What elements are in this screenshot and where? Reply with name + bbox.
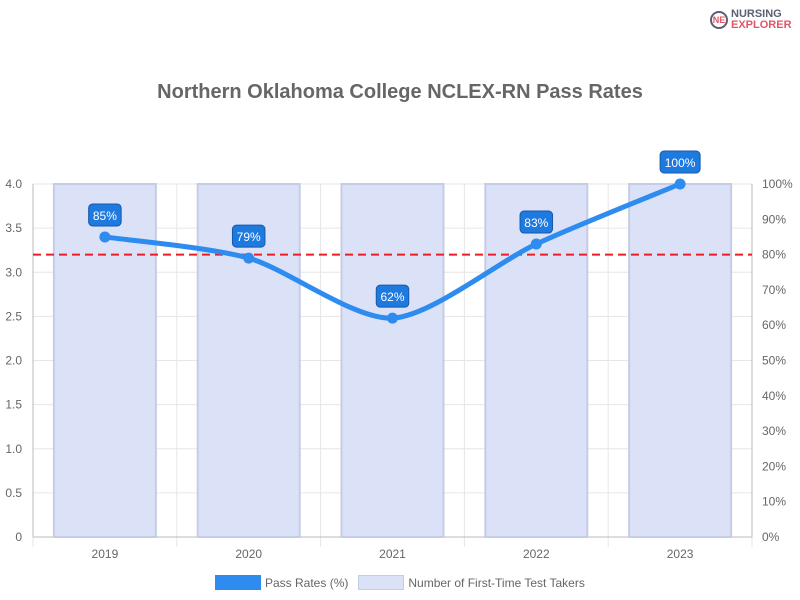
right-tick-label: 10% bbox=[762, 495, 786, 509]
x-tick-label: 2019 bbox=[92, 547, 119, 561]
right-tick-label: 30% bbox=[762, 424, 786, 438]
data-label-box bbox=[88, 203, 122, 227]
nursing-explorer-logo: NE NURSING EXPLORER bbox=[710, 9, 792, 31]
data-label: 79% bbox=[237, 230, 261, 244]
pass-rate-point bbox=[674, 178, 686, 190]
logo-icon: NE bbox=[710, 11, 728, 29]
pass-rate-point bbox=[243, 252, 255, 264]
logo-line1: NURSING bbox=[731, 8, 782, 20]
pass-rate-point bbox=[530, 238, 542, 250]
chart-title: Northern Oklahoma College NCLEX-RN Pass … bbox=[157, 81, 643, 103]
data-label: 100% bbox=[665, 156, 696, 170]
right-tick-label: 0% bbox=[762, 530, 780, 544]
left-tick-label: 3.0 bbox=[5, 265, 22, 279]
legend-label-test-takers[interactable]: Number of First-Time Test Takers bbox=[408, 575, 585, 590]
right-tick-label: 50% bbox=[762, 354, 786, 368]
left-tick-label: 1.0 bbox=[5, 442, 22, 456]
x-tick-label: 2023 bbox=[667, 547, 694, 561]
left-tick-label: 3.5 bbox=[5, 221, 22, 235]
pass-rate-point bbox=[99, 231, 111, 243]
left-tick-label: 2.0 bbox=[5, 354, 22, 368]
data-label-box bbox=[231, 224, 266, 248]
right-tick-label: 70% bbox=[762, 283, 786, 297]
left-tick-label: 2.5 bbox=[5, 309, 22, 323]
legend-swatch-pass-rates[interactable] bbox=[215, 575, 261, 590]
legend-label-pass-rates[interactable]: Pass Rates (%) bbox=[265, 575, 349, 590]
right-tick-label: 80% bbox=[762, 248, 786, 262]
data-label: 85% bbox=[93, 209, 117, 223]
legend: Pass Rates (%) Number of First-Time Test… bbox=[215, 575, 585, 590]
right-tick-label: 100% bbox=[762, 177, 793, 191]
data-label-box bbox=[659, 150, 701, 174]
left-tick-label: 0 bbox=[15, 530, 22, 544]
x-tick-label: 2020 bbox=[235, 547, 262, 561]
right-tick-label: 90% bbox=[762, 212, 786, 226]
bar-test-takers bbox=[484, 183, 589, 538]
legend-swatch-test-takers[interactable] bbox=[358, 575, 405, 590]
data-label: 83% bbox=[524, 216, 548, 230]
left-tick-label: 4.0 bbox=[5, 177, 22, 191]
right-tick-label: 60% bbox=[762, 318, 786, 332]
right-tick-label: 20% bbox=[762, 459, 786, 473]
x-tick-label: 2022 bbox=[523, 547, 550, 561]
left-tick-label: 0.5 bbox=[5, 486, 22, 500]
pass-rate-point bbox=[387, 312, 398, 324]
bar-test-takers bbox=[340, 183, 445, 538]
data-label-box bbox=[519, 210, 554, 234]
left-tick-label: 1.5 bbox=[5, 398, 22, 412]
data-label-box bbox=[375, 284, 410, 308]
right-tick-label: 40% bbox=[762, 389, 786, 403]
x-tick-label: 2021 bbox=[379, 547, 406, 561]
logo-line2: EXPLORER bbox=[731, 19, 792, 31]
bar-test-takers bbox=[628, 183, 733, 538]
data-label: 62% bbox=[380, 290, 404, 304]
